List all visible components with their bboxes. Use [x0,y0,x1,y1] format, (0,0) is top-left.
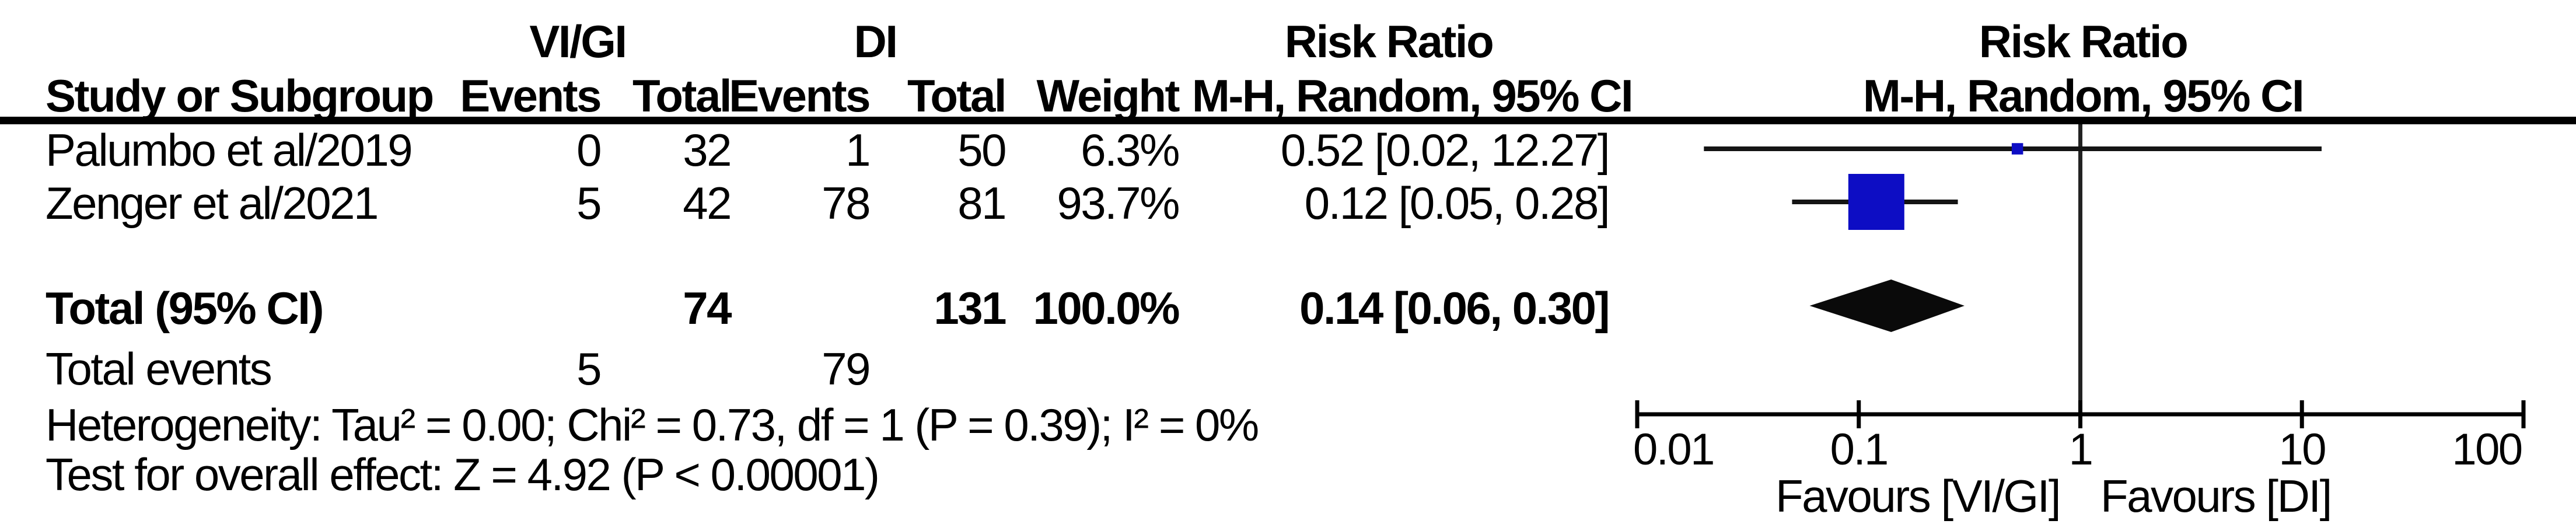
axis-tick-label: 0.01 [1633,425,1715,474]
total-row-label: Total (95% CI) [46,282,324,334]
di-total: 50 [957,124,1006,176]
risk-ratio-plot-title: Risk Ratio [1979,16,2189,67]
total2-column-header: Total [907,70,1007,121]
di-total: 81 [957,177,1006,229]
x-axis-tick [1635,400,1640,428]
favours-left-label: Favours [VI/GI] [1775,470,2061,522]
x-axis-tick [2521,400,2526,428]
axis-tick-label: 10 [2278,425,2326,474]
study-column-header: Study or Subgroup [46,70,434,121]
vigi-total: 42 [683,177,732,229]
risk-ratio-column-subheader: M-H, Random, 95% CI [1191,70,1634,121]
total-di-n: 131 [934,282,1006,334]
total1-column-header: Total [632,70,732,121]
x-axis-tick [2078,400,2082,428]
x-axis-tick [2299,400,2304,428]
total-events-label: Total events [46,343,272,394]
header-rule [0,117,2576,124]
events2-column-header: Events [729,70,871,121]
study-name: Palumbo et al/2019 [46,124,413,176]
axis-tick-label: 100 [2452,425,2523,474]
axis-tick-label: 0.1 [1830,425,1889,474]
effect-square-marker [2011,143,2023,155]
di-events: 78 [822,177,871,229]
x-axis-tick [1857,400,1861,428]
total-events-vigi: 5 [576,343,602,394]
total-vigi-n: 74 [683,282,732,334]
vigi-events: 0 [576,124,602,176]
weight-value: 93.7% [1057,177,1180,229]
risk-ratio-value: 0.52 [0.02, 12.27] [1280,124,1610,176]
favours-right-label: Favours [DI] [2100,470,2332,522]
total-events-di: 79 [822,343,871,394]
weight-value: 6.3% [1081,124,1180,176]
group1-header: VI/GI [529,16,627,67]
risk-ratio-column-title: Risk Ratio [1284,16,1494,67]
effect-square-marker [1848,174,1904,230]
group2-header: DI [854,16,899,67]
vigi-total: 32 [683,124,732,176]
di-events: 1 [845,124,871,176]
risk-ratio-plot-subheader: M-H, Random, 95% CI [1862,70,2305,121]
events1-column-header: Events [460,70,602,121]
vigi-events: 5 [576,177,602,229]
total-risk-ratio: 0.14 [0.06, 0.30] [1299,282,1610,334]
axis-tick-label: 1 [2068,425,2093,474]
total-weight: 100.0% [1033,282,1180,334]
heterogeneity-line: Heterogeneity: Tau² = 0.00; Chi² = 0.73,… [46,399,1259,450]
pooled-diamond [1809,280,1965,332]
reference-line [2078,124,2082,414]
weight-column-header: Weight [1036,70,1180,121]
overall-effect-line: Test for overall effect: Z = 4.92 (P < 0… [46,449,880,500]
study-name: Zenger et al/2021 [46,177,379,229]
risk-ratio-value: 0.12 [0.05, 0.28] [1304,177,1610,229]
